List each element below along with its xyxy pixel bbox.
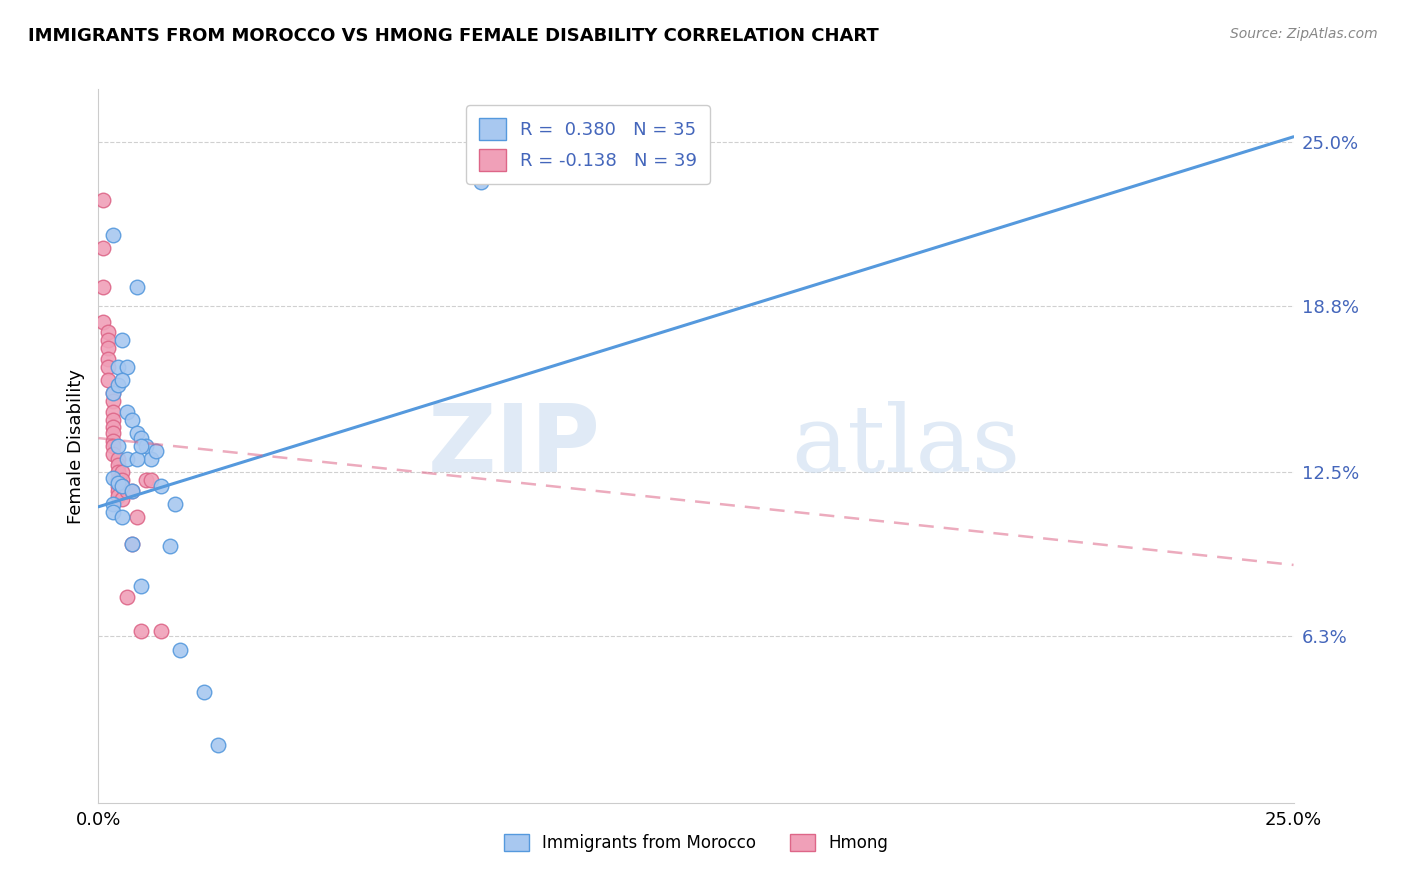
Point: [149, 624, 172, 638]
Point: [139, 474, 162, 488]
Point: [97, 341, 120, 355]
Point: [91, 315, 114, 329]
Point: [107, 378, 129, 392]
Point: [91, 241, 114, 255]
Point: [101, 394, 124, 409]
Point: [131, 579, 153, 593]
Point: [91, 280, 114, 294]
Point: [193, 685, 215, 699]
Point: [107, 458, 129, 472]
Point: [101, 425, 124, 440]
Point: [121, 537, 143, 551]
Point: [135, 439, 157, 453]
Point: [101, 420, 124, 434]
Point: [91, 193, 114, 207]
Point: [115, 404, 138, 418]
Text: atlas: atlas: [792, 401, 1021, 491]
Point: [97, 351, 120, 366]
Point: [163, 497, 186, 511]
Point: [121, 537, 143, 551]
Point: [101, 505, 124, 519]
Text: Source: ZipAtlas.com: Source: ZipAtlas.com: [1230, 27, 1378, 41]
Point: [111, 478, 134, 492]
Point: [149, 478, 172, 492]
Point: [131, 431, 153, 445]
Point: [97, 359, 120, 374]
Point: [111, 373, 134, 387]
Point: [121, 412, 143, 426]
Point: [101, 447, 124, 461]
Point: [107, 452, 129, 467]
Point: [101, 434, 124, 448]
Point: [101, 386, 124, 401]
Point: [111, 478, 134, 492]
Point: [107, 359, 129, 374]
Point: [101, 471, 124, 485]
Point: [101, 227, 124, 242]
Point: [107, 439, 129, 453]
Point: [111, 510, 134, 524]
Point: [101, 386, 124, 401]
Point: [97, 333, 120, 347]
Y-axis label: Female Disability: Female Disability: [66, 368, 84, 524]
Point: [145, 444, 167, 458]
Point: [159, 540, 181, 554]
Text: IMMIGRANTS FROM MOROCCO VS HMONG FEMALE DISABILITY CORRELATION CHART: IMMIGRANTS FROM MOROCCO VS HMONG FEMALE …: [28, 27, 879, 45]
Point: [101, 412, 124, 426]
Point: [207, 738, 229, 752]
Point: [121, 483, 143, 498]
Point: [115, 590, 138, 604]
Point: [139, 452, 162, 467]
Point: [107, 478, 129, 492]
Point: [111, 474, 134, 488]
Point: [125, 510, 148, 524]
Point: [135, 474, 157, 488]
Point: [101, 497, 124, 511]
Point: [169, 642, 191, 657]
Point: [107, 489, 129, 503]
Point: [121, 483, 143, 498]
Point: [107, 466, 129, 480]
Point: [97, 326, 120, 340]
Point: [115, 483, 138, 498]
Point: [107, 474, 129, 488]
Point: [115, 452, 138, 467]
Point: [131, 624, 153, 638]
Point: [111, 333, 134, 347]
Point: [111, 491, 134, 506]
Point: [125, 425, 148, 440]
Point: [107, 483, 129, 498]
Point: [470, 175, 492, 189]
Point: [97, 373, 120, 387]
Point: [111, 466, 134, 480]
Text: ZIP: ZIP: [427, 400, 600, 492]
Point: [107, 475, 129, 490]
Point: [101, 404, 124, 418]
Point: [115, 359, 138, 374]
Point: [125, 280, 148, 294]
Point: [101, 439, 124, 453]
Point: [125, 452, 148, 467]
Legend: Immigrants from Morocco, Hmong: Immigrants from Morocco, Hmong: [498, 827, 894, 859]
Point: [131, 439, 153, 453]
